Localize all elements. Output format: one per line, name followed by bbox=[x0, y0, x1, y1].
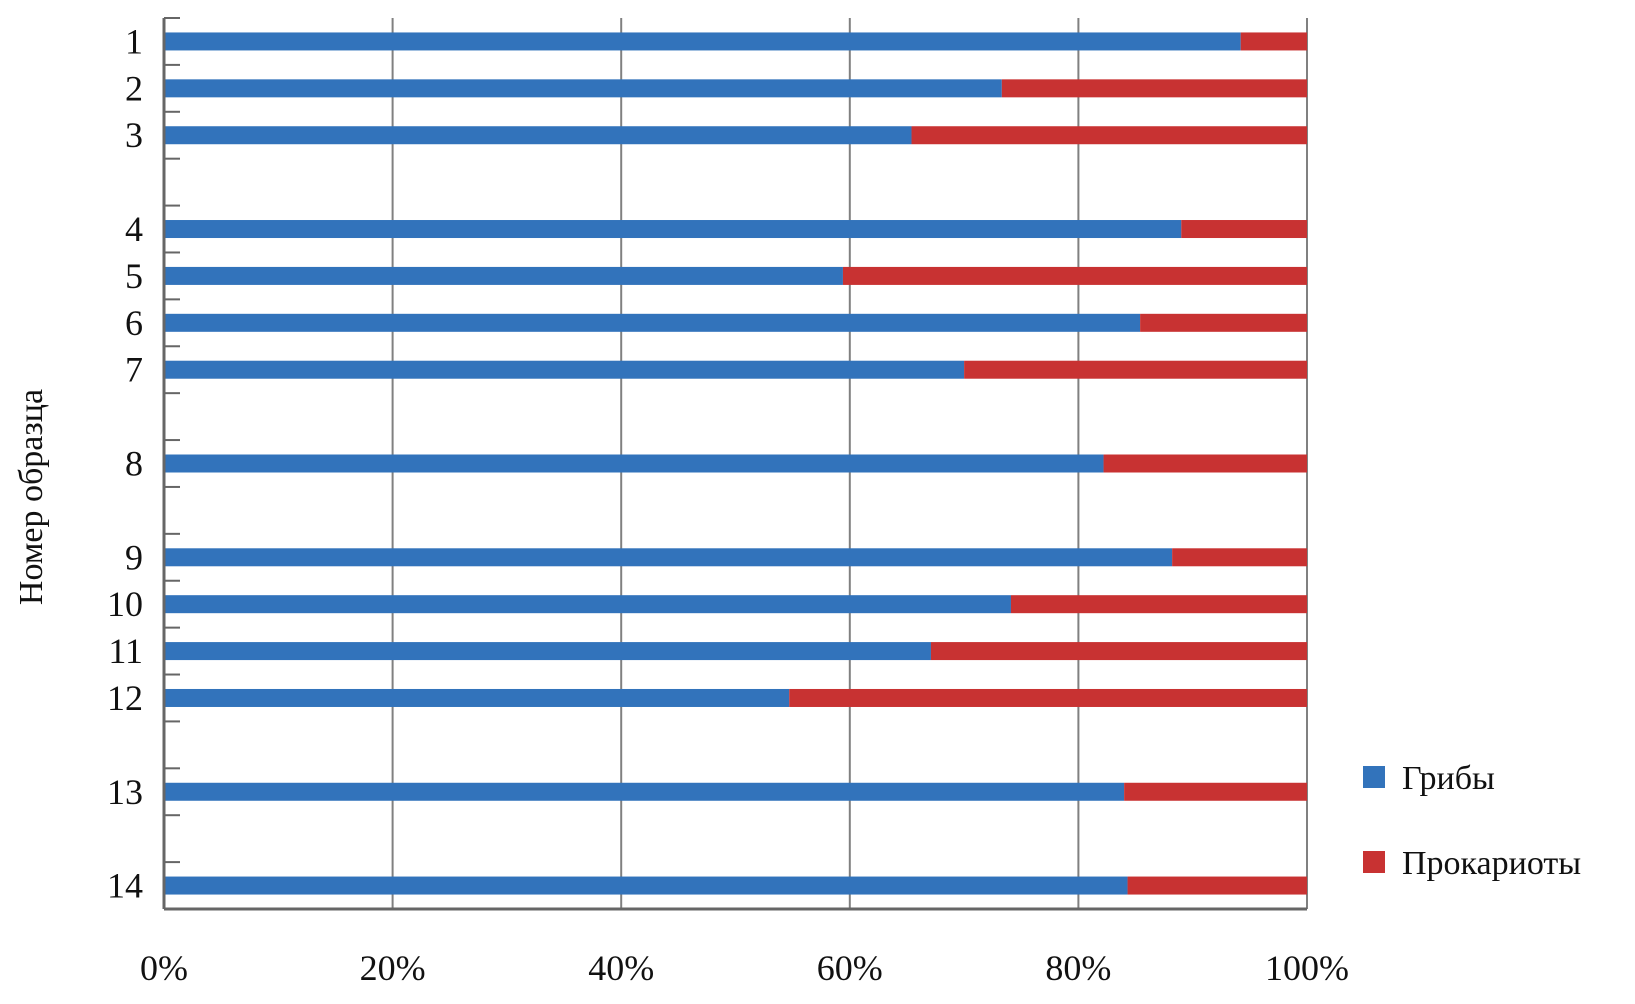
y-tick-label: 14 bbox=[107, 866, 143, 906]
bar-segment bbox=[1010, 595, 1307, 614]
bar-segment bbox=[164, 782, 1125, 801]
bar-segment bbox=[1127, 876, 1307, 895]
x-tick-label: 40% bbox=[588, 948, 654, 988]
x-tick-labels: 0% 20% 40% 60% 80% 100% bbox=[140, 948, 1349, 988]
bar-segment bbox=[1140, 313, 1307, 332]
bar-segment bbox=[1240, 32, 1307, 51]
bar-segment bbox=[1172, 548, 1307, 567]
bar-segment bbox=[1103, 454, 1307, 473]
bar-segment bbox=[164, 876, 1128, 895]
y-tick-label: 10 bbox=[107, 584, 143, 624]
bar-segment bbox=[164, 595, 1011, 614]
y-tick-label: 8 bbox=[125, 444, 143, 484]
y-tick-label: 7 bbox=[125, 350, 143, 390]
legend: Грибы Прокариоты bbox=[1363, 760, 1581, 882]
bar-segment bbox=[164, 642, 931, 661]
y-tick-label: 9 bbox=[125, 537, 143, 577]
y-tick-label: 2 bbox=[125, 68, 143, 108]
bar-segment bbox=[1181, 220, 1307, 239]
x-tick-label: 80% bbox=[1045, 948, 1111, 988]
x-tick-label: 60% bbox=[817, 948, 883, 988]
bar-segment bbox=[164, 220, 1182, 239]
y-tick-label: 4 bbox=[125, 209, 143, 249]
legend-swatch bbox=[1363, 766, 1385, 788]
y-tick-label: 5 bbox=[125, 256, 143, 296]
bars bbox=[164, 32, 1307, 895]
y-tick-label: 3 bbox=[125, 115, 143, 155]
y-tick-label: 11 bbox=[108, 631, 143, 671]
bar-segment bbox=[164, 266, 843, 285]
bar-segment bbox=[164, 360, 965, 379]
axes bbox=[162, 17, 1307, 911]
bar-segment bbox=[964, 360, 1307, 379]
bar-segment bbox=[930, 642, 1307, 661]
bar-segment bbox=[164, 126, 912, 145]
x-tick-label: 100% bbox=[1265, 948, 1349, 988]
bar-segment bbox=[164, 313, 1141, 332]
bar-segment bbox=[789, 688, 1307, 707]
bar-segment bbox=[842, 266, 1307, 285]
bar-segment bbox=[164, 548, 1173, 567]
bar-segment bbox=[164, 454, 1104, 473]
y-axis-label: Номер образца bbox=[13, 389, 50, 605]
bar-segment bbox=[1124, 782, 1307, 801]
legend-label: Прокариоты bbox=[1402, 845, 1581, 882]
y-tick-label: 13 bbox=[107, 772, 143, 812]
legend-swatch bbox=[1363, 851, 1385, 873]
legend-label: Грибы bbox=[1402, 760, 1495, 797]
bar-segment bbox=[164, 79, 1002, 98]
y-tick-label: 1 bbox=[125, 21, 143, 61]
x-tick-label: 0% bbox=[140, 948, 188, 988]
bar-segment bbox=[164, 688, 790, 707]
bar-segment bbox=[164, 32, 1241, 51]
bar-segment bbox=[1001, 79, 1307, 98]
y-tick-label: 12 bbox=[107, 678, 143, 718]
bar-segment bbox=[911, 126, 1307, 145]
y-tick-label: 6 bbox=[125, 303, 143, 343]
x-tick-label: 20% bbox=[360, 948, 426, 988]
